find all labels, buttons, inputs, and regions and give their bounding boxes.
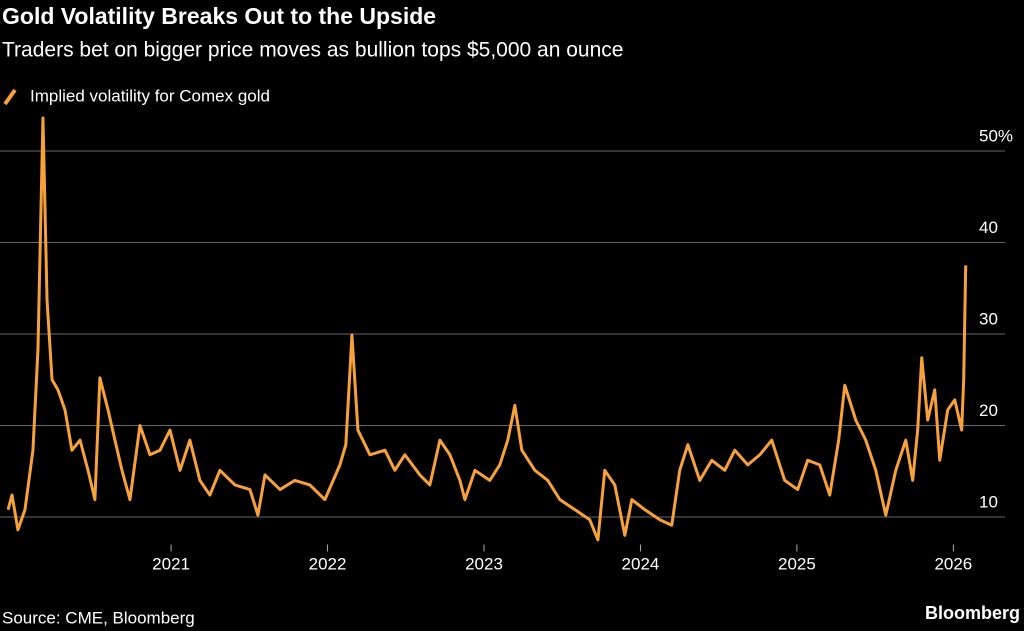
source: Source: CME, Bloomberg xyxy=(2,608,195,627)
legend-swatch xyxy=(3,88,17,106)
y-tick-label: 50% xyxy=(979,126,1013,145)
x-tick-label: 2024 xyxy=(622,554,660,573)
x-tick-label: 2026 xyxy=(934,554,972,573)
y-tick-label: 30 xyxy=(979,309,998,328)
data-line xyxy=(6,116,968,542)
chart-subtitle: Traders bet on bigger price moves as bul… xyxy=(2,39,623,62)
y-tick-label: 10 xyxy=(979,492,998,511)
x-tick-label: 2021 xyxy=(152,554,190,573)
legend-label: Implied volatility for Comex gold xyxy=(30,86,270,105)
y-tick-label: 40 xyxy=(979,218,998,237)
chart-title: Gold Volatility Breaks Out to the Upside xyxy=(2,3,436,29)
logo: Bloomberg xyxy=(925,603,1020,623)
y-tick-label: 20 xyxy=(979,401,998,420)
x-tick-label: 2023 xyxy=(465,554,503,573)
x-tick-label: 2025 xyxy=(778,554,816,573)
x-tick-label: 2022 xyxy=(309,554,347,573)
